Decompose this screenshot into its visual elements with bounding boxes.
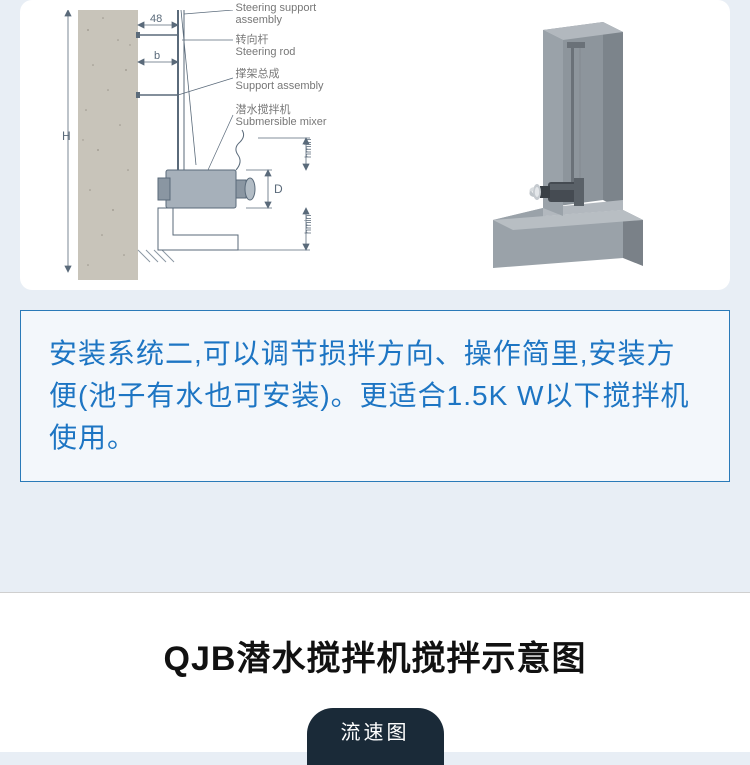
product-photo <box>433 15 693 275</box>
dim-hmin-bot: hmin <box>303 214 313 234</box>
description-box: 安装系统二,可以调节损拌方向、操作简里,安装方便(池子有水也可安装)。更适合1.… <box>20 310 730 482</box>
top-image-card: H 48 b D <box>20 0 730 290</box>
label-steering-rod: 转向杆Steering rod <box>236 34 296 58</box>
dim-b: b <box>154 50 160 62</box>
section-title: QJB潜水搅拌机搅拌示意图 <box>0 631 750 680</box>
label-support-assembly: 撑架总成Support assembly <box>236 68 324 92</box>
dim-D: D <box>274 182 283 196</box>
description-text: 安装系统二,可以调节损拌方向、操作简里,安装方便(池子有水也可安装)。更适合1.… <box>49 338 689 453</box>
spacer <box>0 482 750 592</box>
dim-H: H <box>62 129 71 143</box>
dim-48: 48 <box>150 13 162 25</box>
dim-hmin-top: hmin <box>303 138 313 158</box>
label-submersible-mixer: 潜水搅拌机Submersible mixer <box>236 104 327 128</box>
label-steering-support: Steering supportassembly <box>236 2 317 26</box>
bottom-section: QJB潜水搅拌机搅拌示意图 流速图 <box>0 592 750 752</box>
flow-diagram-pill: 流速图 <box>307 708 444 765</box>
technical-diagram: H 48 b D <box>58 10 398 280</box>
